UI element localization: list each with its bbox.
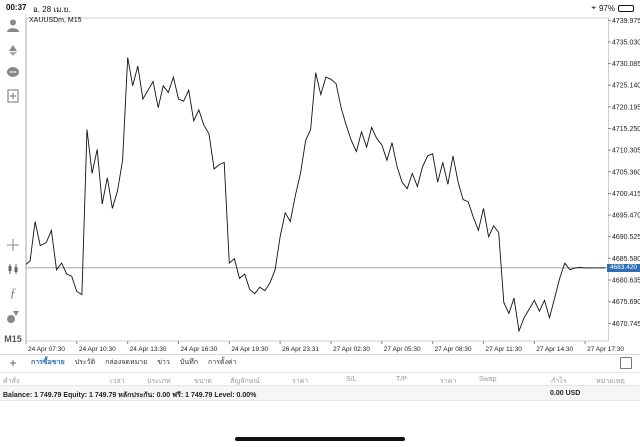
balance-profit: 0.00 USD <box>550 390 581 397</box>
col-tp[interactable]: T/P <box>396 376 407 383</box>
col-swap[interactable]: Swap <box>479 376 497 383</box>
timeframe-button[interactable]: M15 <box>4 334 22 344</box>
price-series-line <box>26 57 606 333</box>
orders-table-header: คำสั่ง เวลา ประเภท ขนาด สัญลักษณ์ ราคา S… <box>0 372 640 386</box>
chart-area[interactable]: 4739.975 4735.030 4730.085 4725.140 4720.195… <box>26 14 640 354</box>
balance-row: Balance: 1 749.79 Equity: 1 749.79 หลักป… <box>0 386 640 401</box>
tab-mailbox[interactable]: กล่องจดหมาย <box>105 359 148 366</box>
y-tick-label: 4715.250 <box>612 126 640 133</box>
col-price[interactable]: ราคา <box>292 378 309 385</box>
shapes-icon[interactable] <box>4 308 22 326</box>
col-order[interactable]: คำสั่ง <box>3 378 20 385</box>
tab-journal[interactable]: บันทึก <box>179 359 198 366</box>
terminal-tabs-bar: + การซื้อขาย ประวัติ กล่องจดหมาย ข่าว บั… <box>0 354 640 370</box>
add-icon[interactable]: + <box>9 355 17 370</box>
tab-settings[interactable]: การตั้งค่า <box>207 359 237 366</box>
y-tick-label: 4675.690 <box>612 299 640 306</box>
col-current-price[interactable]: ราคา <box>440 378 457 385</box>
y-tick-label: 4735.030 <box>612 39 640 46</box>
x-tick-label: 27 Apr 08:30 <box>435 346 472 353</box>
y-tick-label: 4710.305 <box>612 148 640 155</box>
y-tick-label: 4680.635 <box>612 278 640 285</box>
x-tick-label: 24 Apr 07:30 <box>28 346 65 353</box>
x-tick-label: 24 Apr 13:30 <box>130 346 167 353</box>
balance-summary: Balance: 1 749.79 Equity: 1 749.79 หลักป… <box>3 392 257 399</box>
y-tick-label: 4705.360 <box>612 169 640 176</box>
col-profit[interactable]: กำไร <box>551 378 567 385</box>
price-chart[interactable]: 4739.975 4735.030 4730.085 4725.140 4720.195… <box>26 14 640 354</box>
col-volume[interactable]: ขนาด <box>194 378 213 385</box>
y-tick-label: 4690.525 <box>612 234 640 241</box>
x-tick-label: 26 Apr 23:31 <box>282 346 319 353</box>
chart-symbol-label: XAUUSDm, M15 <box>29 17 82 24</box>
new-document-icon[interactable] <box>4 87 22 105</box>
battery-percent: 97% <box>598 3 615 13</box>
chat-bubble-icon[interactable] <box>4 64 22 82</box>
battery-icon <box>618 4 634 12</box>
col-sl[interactable]: S/L <box>346 376 357 383</box>
trade-arrows-icon[interactable] <box>4 40 22 58</box>
y-tick-label: 4700.415 <box>612 191 640 198</box>
col-comment[interactable]: หมายเหตุ <box>596 378 625 385</box>
x-tick-label: 24 Apr 16:30 <box>180 346 217 353</box>
x-tick-label: 27 Apr 05:30 <box>384 346 421 353</box>
plot-frame <box>26 17 609 342</box>
x-tick-label: 24 Apr 10:30 <box>79 346 116 353</box>
wifi-icon: ⌖ <box>591 3 596 12</box>
layout-grid-icon[interactable] <box>620 357 632 369</box>
x-tick-label: 24 Apr 19:30 <box>231 346 268 353</box>
tab-trade[interactable]: การซื้อขาย <box>31 359 65 366</box>
y-tick-label: 4725.140 <box>612 83 640 90</box>
candlestick-icon[interactable] <box>4 260 22 278</box>
left-toolbar: ƒ M15 <box>0 14 26 344</box>
status-right: ⌖ 97% <box>591 3 634 13</box>
col-symbol[interactable]: สัญลักษณ์ <box>230 378 260 385</box>
tab-news[interactable]: ข่าว <box>157 359 170 366</box>
status-bar: 00:37 อ. 28 เม.ย. ⌖ 97% <box>0 0 640 14</box>
tab-history[interactable]: ประวัติ <box>74 359 96 366</box>
person-icon[interactable] <box>4 16 22 34</box>
y-tick-label: 4695.470 <box>612 213 640 220</box>
crosshair-icon[interactable] <box>4 236 22 254</box>
x-tick-label: 27 Apr 14:30 <box>536 346 573 353</box>
y-tick-label: 4670.745 <box>612 321 640 328</box>
home-indicator <box>235 437 405 441</box>
y-tick-label: 4730.085 <box>612 61 640 68</box>
y-tick-label: 4685.580 <box>612 256 640 263</box>
status-date: อ. 28 เม.ย. <box>33 5 71 14</box>
x-tick-label: 27 Apr 17:30 <box>587 346 624 353</box>
x-tick-label: 27 Apr 02:30 <box>333 346 370 353</box>
y-tick-label: 4739.975 <box>612 18 640 25</box>
col-type[interactable]: ประเภท <box>147 378 171 385</box>
y-tick-label: 4720.195 <box>612 104 640 111</box>
x-tick-label: 27 Apr 11:30 <box>485 346 522 353</box>
col-time[interactable]: เวลา <box>110 378 125 385</box>
status-time: 00:37 <box>6 3 27 12</box>
current-price-badge: 4683.420 <box>607 263 640 272</box>
function-icon[interactable]: ƒ <box>9 285 17 300</box>
